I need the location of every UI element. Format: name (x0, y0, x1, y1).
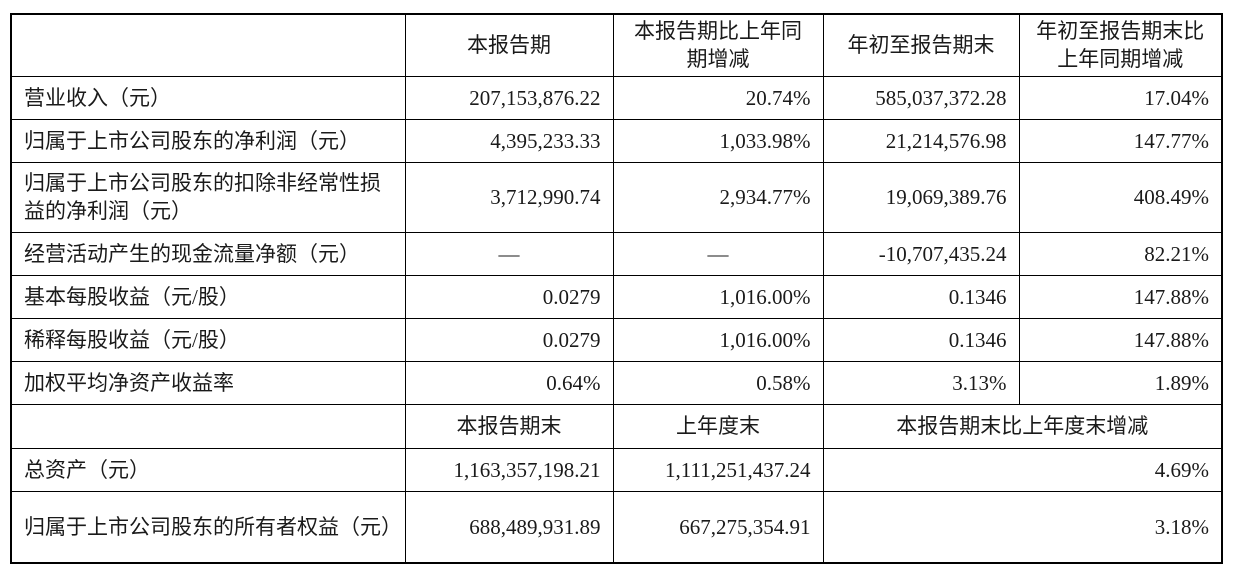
table-row-net-profit: 归属于上市公司股东的净利润（元） 4,395,233.33 1,033.98% … (10, 118, 1223, 163)
value-cell-change: 3.18% (822, 490, 1223, 564)
corner-cell (10, 403, 406, 449)
row-label-cell: 总资产（元） (10, 447, 406, 492)
value-cell: 147.88% (1018, 317, 1223, 362)
value-cell: 0.0279 (404, 274, 614, 319)
row-label-cell: 归属于上市公司股东的扣除非经常性损益的净利润（元） (10, 161, 406, 233)
row-label-cell: 加权平均净资产收益率 (10, 360, 406, 405)
value-cell: 4,395,233.33 (404, 118, 614, 163)
value-cell: 688,489,931.89 (404, 490, 614, 564)
value-cell: 21,214,576.98 (822, 118, 1020, 163)
value-cell: 1,016.00% (612, 274, 824, 319)
row-label-cell: 基本每股收益（元/股） (10, 274, 406, 319)
value-cell: 0.58% (612, 360, 824, 405)
table-row-deducted-net-profit: 归属于上市公司股东的扣除非经常性损益的净利润（元） 3,712,990.74 2… (10, 161, 1223, 233)
value-cell: 0.64% (404, 360, 614, 405)
period-header-row: 本报告期 本报告期比上年同期增减 年初至报告期末 年初至报告期末比上年同期增减 (10, 13, 1223, 77)
value-cell: 0.1346 (822, 317, 1020, 362)
table-row-diluted-eps: 稀释每股收益（元/股） 0.0279 1,016.00% 0.1346 147.… (10, 317, 1223, 362)
row-label-cell: 归属于上市公司股东的所有者权益（元） (10, 490, 406, 564)
table-row-weighted-avg-roe: 加权平均净资产收益率 0.64% 0.58% 3.13% 1.89% (10, 360, 1223, 405)
table-row-total-assets: 总资产（元） 1,163,357,198.21 1,111,251,437.24… (10, 447, 1223, 492)
table-row-operating-cash-flow: 经营活动产生的现金流量净额（元） — — -10,707,435.24 82.2… (10, 231, 1223, 276)
header-ytd: 年初至报告期末 (822, 13, 1020, 77)
value-cell-change: 4.69% (822, 447, 1223, 492)
value-cell: 1,033.98% (612, 118, 824, 163)
value-cell: 2,934.77% (612, 161, 824, 233)
row-label-cell: 稀释每股收益（元/股） (10, 317, 406, 362)
header-period-end-change: 本报告期末比上年度末增减 (822, 403, 1223, 449)
value-cell: 3,712,990.74 (404, 161, 614, 233)
value-cell: 0.0279 (404, 317, 614, 362)
value-cell: 1.89% (1018, 360, 1223, 405)
value-cell: -10,707,435.24 (822, 231, 1020, 276)
value-cell: 207,153,876.22 (404, 75, 614, 120)
value-cell: 147.77% (1018, 118, 1223, 163)
financial-summary-table: 本报告期 本报告期比上年同期增减 年初至报告期末 年初至报告期末比上年同期增减 … (10, 13, 1223, 565)
value-cell: 147.88% (1018, 274, 1223, 319)
value-cell-dash: — (612, 231, 824, 276)
header-yoy-change: 本报告期比上年同期增减 (612, 13, 824, 77)
value-cell: 82.21% (1018, 231, 1223, 276)
header-current-period: 本报告期 (404, 13, 614, 77)
row-label-cell: 归属于上市公司股东的净利润（元） (10, 118, 406, 163)
corner-cell (10, 13, 406, 77)
value-cell: 3.13% (822, 360, 1020, 405)
value-cell: 408.49% (1018, 161, 1223, 233)
table-row-owners-equity: 归属于上市公司股东的所有者权益（元） 688,489,931.89 667,27… (10, 490, 1223, 564)
value-cell: 20.74% (612, 75, 824, 120)
row-label-cell: 营业收入（元） (10, 75, 406, 120)
value-cell: 17.04% (1018, 75, 1223, 120)
value-cell: 19,069,389.76 (822, 161, 1020, 233)
value-cell: 1,163,357,198.21 (404, 447, 614, 492)
table-row-basic-eps: 基本每股收益（元/股） 0.0279 1,016.00% 0.1346 147.… (10, 274, 1223, 319)
header-end-of-period: 本报告期末 (404, 403, 614, 449)
value-cell: 1,111,251,437.24 (612, 447, 824, 492)
value-cell: 667,275,354.91 (612, 490, 824, 564)
value-cell: 0.1346 (822, 274, 1020, 319)
header-ytd-yoy-change: 年初至报告期末比上年同期增减 (1018, 13, 1223, 77)
value-cell-dash: — (404, 231, 614, 276)
table-row-revenue: 营业收入（元） 207,153,876.22 20.74% 585,037,37… (10, 75, 1223, 120)
value-cell: 585,037,372.28 (822, 75, 1020, 120)
value-cell: 1,016.00% (612, 317, 824, 362)
header-end-of-prior-year: 上年度末 (612, 403, 824, 449)
period-end-header-row: 本报告期末 上年度末 本报告期末比上年度末增减 (10, 403, 1223, 449)
row-label-cell: 经营活动产生的现金流量净额（元） (10, 231, 406, 276)
